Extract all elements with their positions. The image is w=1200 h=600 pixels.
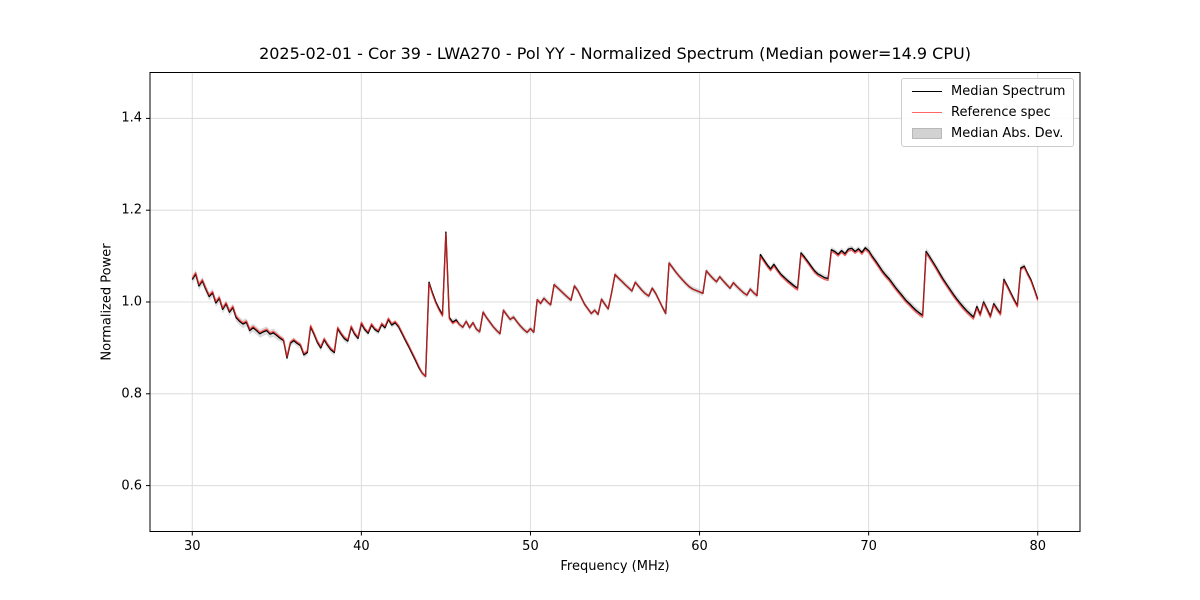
legend-line-swatch	[912, 112, 942, 113]
x-tick-label: 40	[353, 539, 370, 554]
legend-line-swatch	[912, 91, 942, 92]
chart-title: 2025-02-01 - Cor 39 - LWA270 - Pol YY - …	[259, 44, 971, 63]
y-tick-label: 0.8	[121, 386, 142, 402]
axis-ticks	[146, 117, 1039, 536]
grid-lines	[150, 72, 1080, 532]
legend-item: Median Abs. Dev.	[902, 123, 1073, 144]
legend-item: Median Spectrum	[902, 81, 1073, 102]
plot-border	[149, 72, 1081, 532]
y-tick-label: 1.2	[121, 202, 142, 218]
legend-label: Reference spec	[951, 105, 1051, 120]
x-tick-label: 30	[183, 539, 201, 554]
legend-label: Median Abs. Dev.	[951, 126, 1064, 141]
legend-item: Reference spec	[902, 102, 1073, 123]
y-axis-label: Normalized Power	[99, 243, 115, 361]
x-tick-label: 80	[1029, 539, 1046, 554]
x-tick-label: 60	[691, 539, 708, 554]
median-spectrum-line	[191, 231, 1039, 378]
legend-patch-swatch	[912, 128, 942, 139]
y-tick-label: 1.0	[121, 294, 142, 310]
x-axis-label: Frequency (MHz)	[560, 559, 670, 574]
x-tick-label: 70	[860, 539, 877, 554]
reference-spectrum-line	[191, 232, 1039, 378]
y-tick-label: 1.4	[121, 110, 142, 126]
legend-label: Median Spectrum	[951, 84, 1066, 99]
x-tick-label: 50	[522, 539, 539, 554]
legend: Median Spectrum Reference spec Median Abs.…	[901, 78, 1074, 147]
y-tick-label: 0.6	[121, 478, 142, 494]
